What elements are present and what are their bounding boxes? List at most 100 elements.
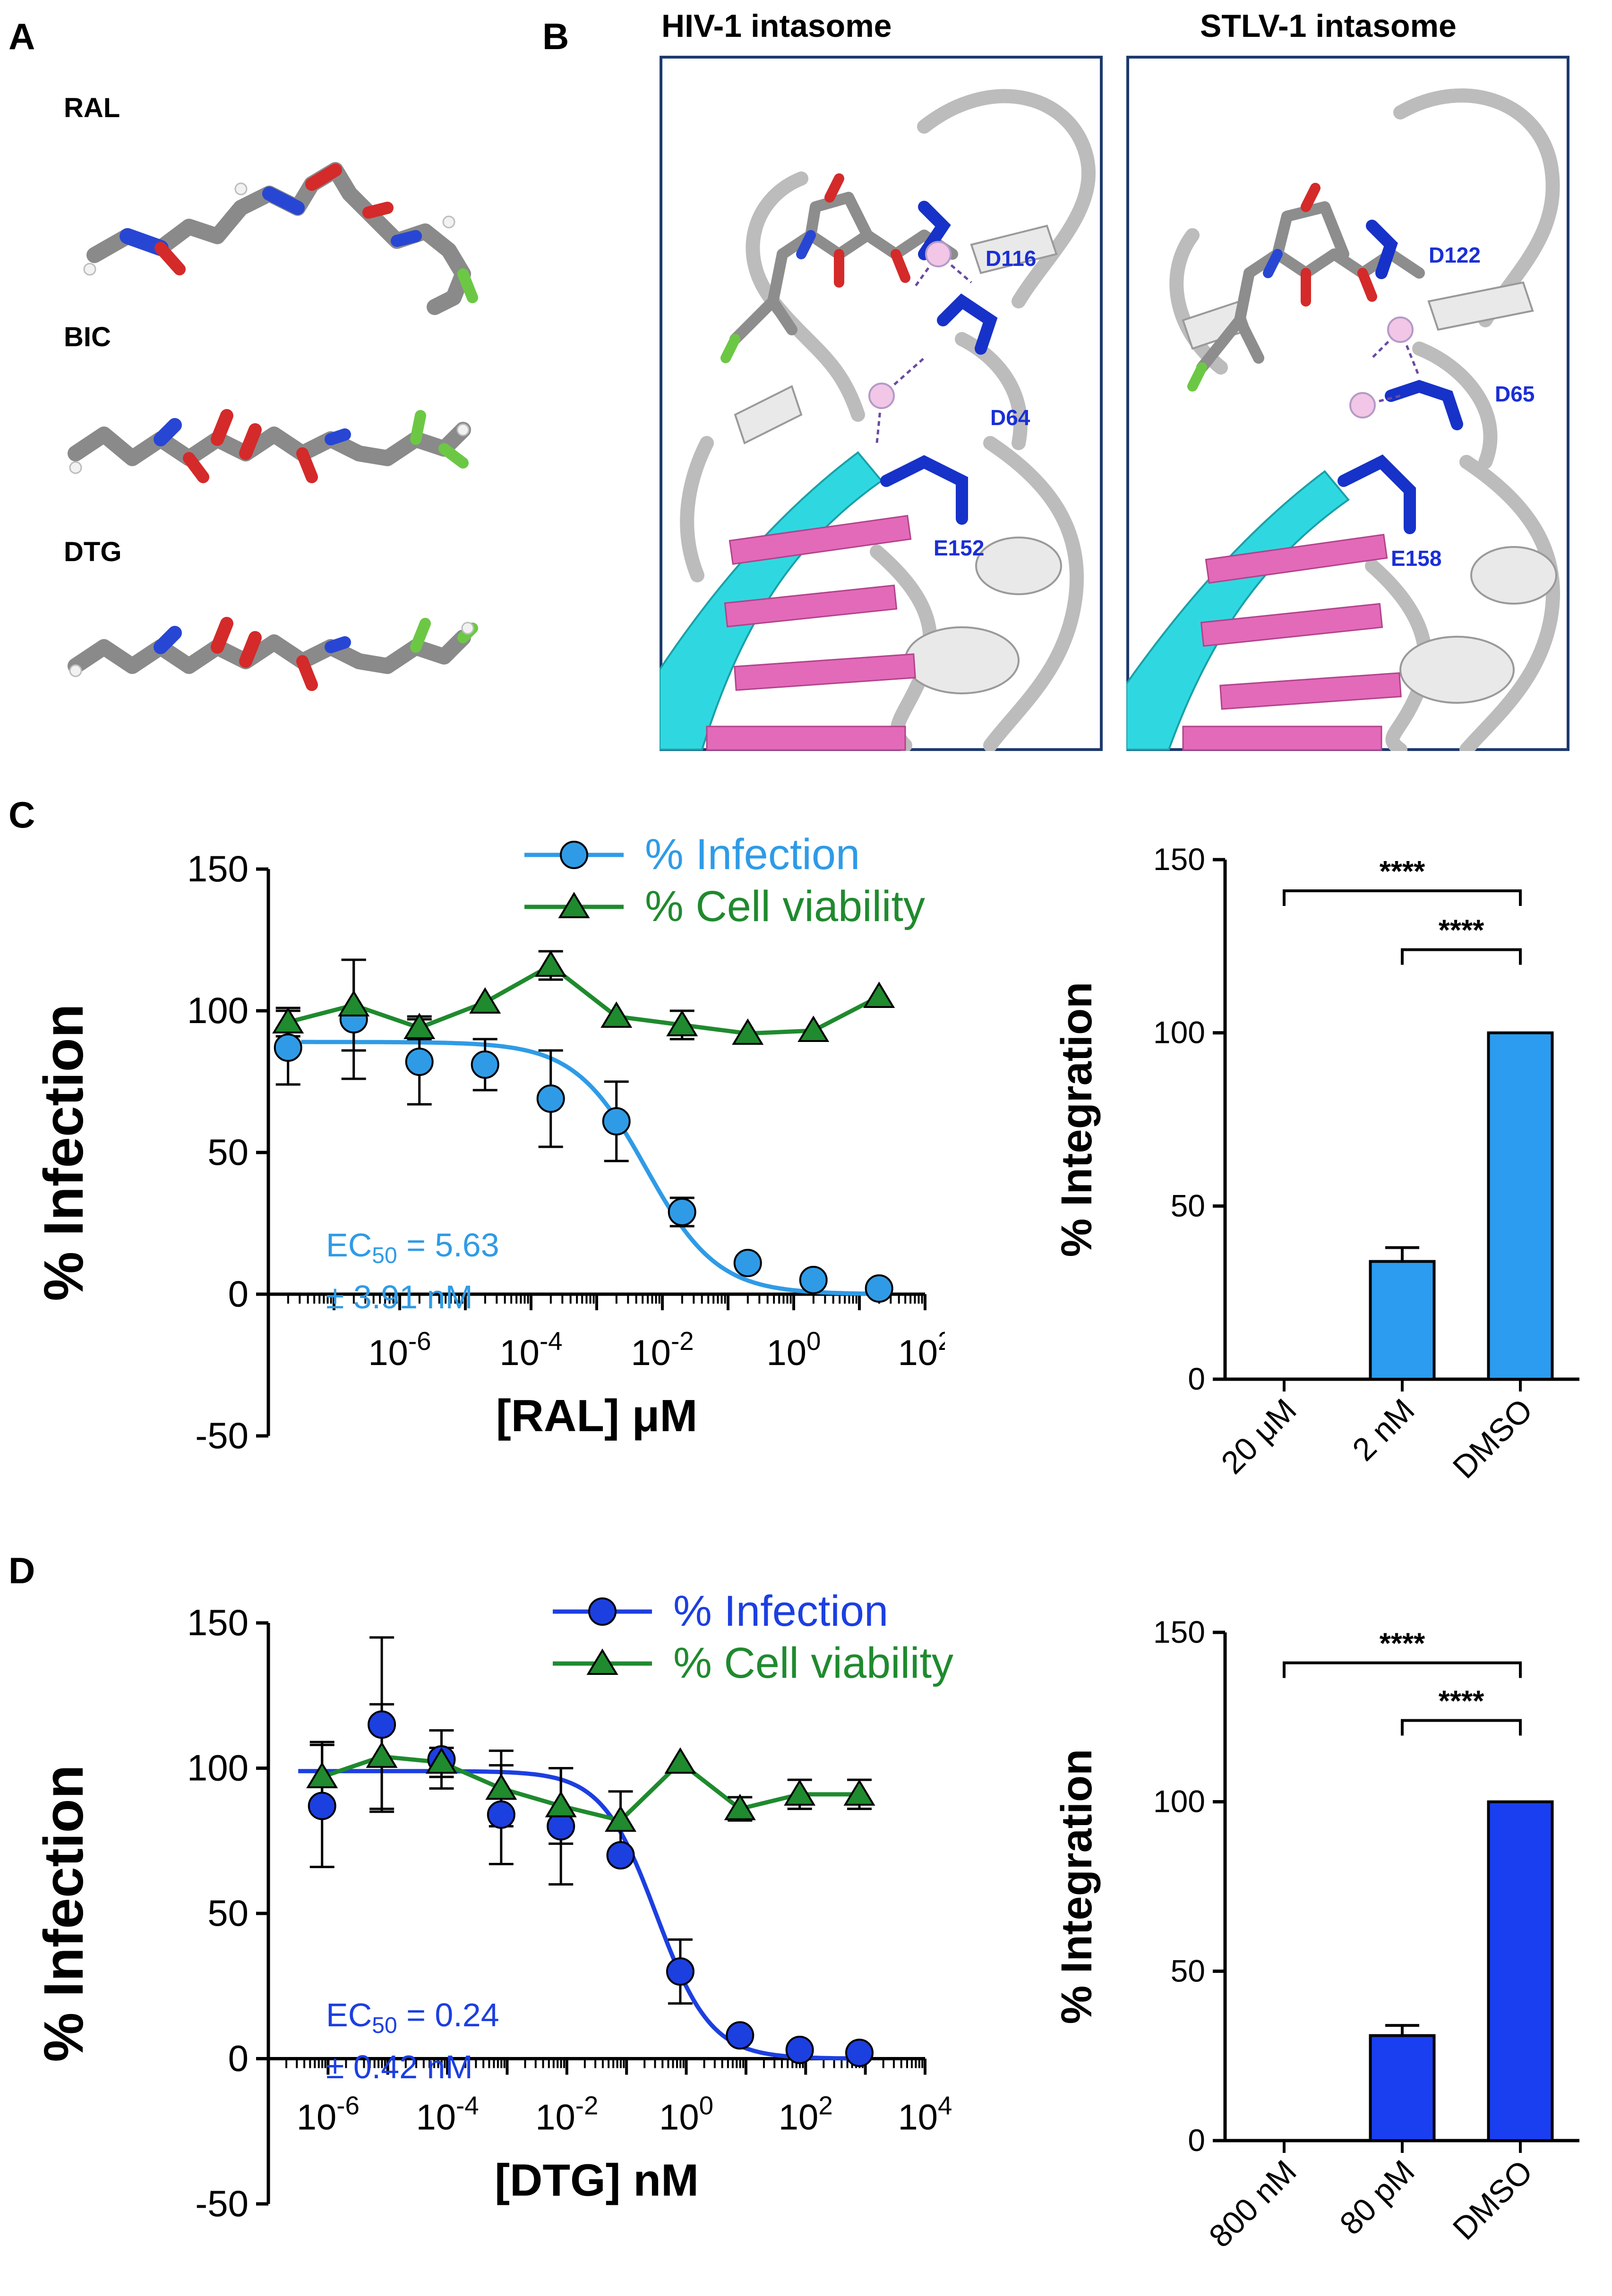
x-tick-label: DMSO xyxy=(1446,1392,1540,1485)
panel-label-c: C xyxy=(9,794,35,836)
x-tick-label: DMSO xyxy=(1446,2153,1540,2247)
viability-point xyxy=(605,1805,637,1832)
y-tick-label: 100 xyxy=(1153,1015,1205,1050)
significance-bracket xyxy=(1283,1661,1522,1678)
viability-point xyxy=(600,1001,633,1028)
hiv1-intasome-structure: D116 D64 E152 xyxy=(660,56,1103,751)
stlv1-intasome-structure: D122 D65 E158 xyxy=(1126,56,1569,751)
infection-point xyxy=(308,1792,336,1820)
legend-infection-marker xyxy=(560,841,588,869)
x-tick-label: 100 xyxy=(659,2091,713,2138)
viability-point xyxy=(469,987,501,1014)
significance-bracket xyxy=(1283,889,1522,906)
residue-label-d64: D64 xyxy=(990,405,1030,430)
y-tick-label: 0 xyxy=(1188,1361,1205,1396)
legend-infection-label: % Infection xyxy=(645,830,860,879)
viability-point xyxy=(664,1747,696,1774)
y-tick-label: 0 xyxy=(228,2038,249,2079)
ec50-annotation: EC50 = 5.63 xyxy=(326,1227,499,1268)
viability-point xyxy=(306,1762,338,1788)
viability-point xyxy=(425,1747,457,1774)
infection-point xyxy=(726,2021,755,2050)
stlv1-intasome-title: STLV-1 intasome xyxy=(1200,8,1457,44)
x-tick-label: 10-2 xyxy=(631,1326,694,1373)
x-tick-label: 10-6 xyxy=(297,2091,360,2138)
viability-point xyxy=(666,1010,698,1036)
x-tick-label: 100 xyxy=(767,1326,821,1373)
molecule-dtg-model xyxy=(68,617,478,691)
panel-label-b: B xyxy=(542,16,569,57)
y-tick-label: 150 xyxy=(187,848,249,889)
viability-point xyxy=(863,982,895,1008)
viability-point xyxy=(403,1013,436,1039)
x-tick-label: 10-4 xyxy=(416,2091,479,2138)
viability-point xyxy=(724,1793,756,1820)
legend-viability-label: % Cell viability xyxy=(645,882,925,930)
x-tick-label: 10-4 xyxy=(499,1326,562,1373)
infection-point xyxy=(865,1274,893,1303)
y-tick-label: 150 xyxy=(1153,842,1205,877)
infection-fit-curve xyxy=(301,1040,879,1296)
viability-point xyxy=(485,1773,517,1800)
x-tick-label: 10-6 xyxy=(368,1326,431,1373)
y-tick-label: -50 xyxy=(195,1415,249,1456)
bar xyxy=(1369,1260,1436,1381)
y-tick-label: 50 xyxy=(1171,1188,1205,1223)
viability-line xyxy=(287,963,880,1036)
viability-point xyxy=(843,1779,875,1806)
residue-label-e152: E152 xyxy=(934,536,984,560)
residue-label-d122: D122 xyxy=(1429,243,1481,267)
residue-label-e158: E158 xyxy=(1391,546,1441,571)
infection-point xyxy=(785,2036,814,2065)
y-tick-label: 100 xyxy=(187,990,249,1031)
infection-point xyxy=(845,2039,874,2067)
y-axis-label: % Infection xyxy=(33,1004,95,1301)
y-axis-label: % Integration xyxy=(1053,1749,1101,2024)
molecule-label-bic: BIC xyxy=(64,322,111,352)
viability-point xyxy=(784,1779,816,1806)
infection-point xyxy=(606,1841,635,1869)
significance-bracket xyxy=(1401,948,1522,965)
y-tick-label: -50 xyxy=(195,2183,249,2224)
y-tick-label: 50 xyxy=(207,1892,249,1934)
molecule-structures xyxy=(68,162,478,691)
viability-line xyxy=(321,1754,859,1823)
chart-d-dose-response: -50 0 50 100 150 10-6 10-4 10-2 100 102 104 % Infec… xyxy=(33,1587,953,2224)
residue-label-d116: D116 xyxy=(986,246,1036,271)
infection-point xyxy=(666,1957,695,1986)
hiv1-intasome-title: HIV-1 intasome xyxy=(661,8,892,44)
significance-label: **** xyxy=(1439,914,1484,947)
y-tick-label: 100 xyxy=(1153,1784,1205,1819)
x-tick-label: 20 μM xyxy=(1214,1392,1303,1481)
y-tick-label: 50 xyxy=(207,1131,249,1173)
chart-d-integration: 0 50 100 150 % Integration 800 nM 80 pM DMSO ***… xyxy=(1053,1614,1579,2254)
y-tick-label: 0 xyxy=(228,1273,249,1314)
viability-point xyxy=(272,1007,304,1033)
infection-point xyxy=(405,1048,434,1076)
viability-point xyxy=(535,950,567,977)
infection-point xyxy=(602,1107,631,1135)
y-tick-label: 150 xyxy=(1153,1614,1205,1649)
x-tick-label: 10-2 xyxy=(535,2091,598,2138)
y-axis-label: % Infection xyxy=(33,1765,95,2062)
y-tick-label: 150 xyxy=(187,1602,249,1643)
chart-c-dose-response: -50 0 50 100 150 10-6 10-4 10-2 100 102 % Infectio… xyxy=(33,830,945,1456)
x-axis-label: [RAL] μM xyxy=(496,1391,698,1441)
infection-point xyxy=(368,1710,396,1739)
panel-label-d: D xyxy=(9,1550,35,1591)
significance-label: **** xyxy=(1380,1628,1425,1660)
y-axis-label: % Integration xyxy=(1053,982,1101,1257)
legend-viability-marker xyxy=(558,892,590,918)
ec50-error-annotation: ± 0.42 nM xyxy=(326,2048,473,2085)
x-tick-label: 2 nM xyxy=(1346,1392,1422,1468)
bar xyxy=(1369,2034,1436,2142)
legend-infection-label: % Infection xyxy=(673,1587,888,1635)
ec50-annotation: EC50 = 0.24 xyxy=(326,1997,499,2038)
infection-point xyxy=(487,1800,515,1829)
bar xyxy=(1487,1031,1554,1381)
significance-label: **** xyxy=(1380,855,1425,888)
panel-label-a: A xyxy=(9,16,35,57)
y-tick-label: 50 xyxy=(1171,1953,1205,1988)
x-tick-label: 102 xyxy=(898,1326,945,1373)
x-axis-label: [DTG] nM xyxy=(495,2155,699,2206)
